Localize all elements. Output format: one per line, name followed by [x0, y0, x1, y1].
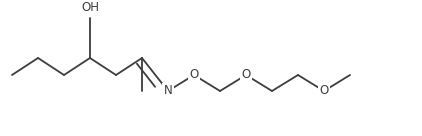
- Text: N: N: [164, 84, 172, 98]
- Text: O: O: [319, 84, 329, 98]
- Text: O: O: [189, 69, 199, 81]
- Text: O: O: [241, 69, 251, 81]
- Text: OH: OH: [81, 1, 99, 14]
